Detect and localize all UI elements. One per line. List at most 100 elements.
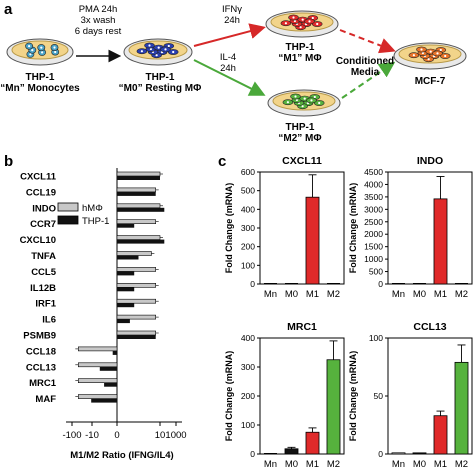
bar-m1 xyxy=(433,415,448,455)
bar-hm xyxy=(116,203,161,209)
cell-nucleus xyxy=(318,101,321,105)
gene-label: CCL5 xyxy=(31,267,57,278)
m2-line1: THP-1 xyxy=(286,122,315,133)
gene-label: CXCL11 xyxy=(20,172,57,183)
bar-m2 xyxy=(454,361,469,455)
legend-label-thp: THP-1 xyxy=(82,216,109,227)
cell-nucleus xyxy=(157,46,160,49)
category-label: M2 xyxy=(455,289,468,300)
bar-thp xyxy=(117,207,165,212)
y-tick-label: 4000 xyxy=(364,179,383,189)
category-label: M0 xyxy=(413,289,426,300)
m0-line1: THP-1 xyxy=(146,72,175,83)
dish-m0-cells xyxy=(136,42,179,59)
cell-nucleus xyxy=(286,101,289,104)
y-axis-label: Fold Change (mRNA) xyxy=(224,351,234,442)
step1-line1: PMA 24h xyxy=(79,4,118,15)
y-axis-label: Fold Change (mRNA) xyxy=(348,351,358,442)
cell-nucleus xyxy=(420,48,423,51)
y-tick-label: 0 xyxy=(250,449,255,459)
bar-thp xyxy=(117,287,135,292)
bar-thp xyxy=(117,271,135,276)
cell-nucleus xyxy=(140,50,143,53)
cell-nucleus xyxy=(284,22,287,25)
cell-nucleus xyxy=(301,105,304,108)
bar-hm xyxy=(78,378,118,384)
bar-hm xyxy=(116,187,157,193)
legend-label-hm: hMΦ xyxy=(82,203,103,214)
category-label: M0 xyxy=(285,459,298,470)
cell-nucleus xyxy=(167,44,170,48)
bar-m0 xyxy=(412,452,427,455)
y-tick-label: 200 xyxy=(241,242,255,252)
bar-thp xyxy=(117,176,160,180)
y-axis-label: Fold Change (mRNA) xyxy=(348,183,358,274)
cell-nucleus xyxy=(427,58,430,61)
cell-nucleus xyxy=(41,51,44,54)
cell-nucleus xyxy=(148,44,151,47)
cell-nucleus xyxy=(310,99,313,102)
gene-label: CCR7 xyxy=(30,219,56,230)
chart-frame xyxy=(259,171,345,285)
y-tick-label: 3000 xyxy=(364,204,383,214)
cell-nucleus xyxy=(444,54,447,58)
category-label: Mn xyxy=(264,289,277,300)
gene-label: PSMB9 xyxy=(23,331,56,342)
panel-b-xlabel: M1/M2 Ratio (IFNG/IL4) xyxy=(70,450,173,461)
gene-label: TNFA xyxy=(31,251,56,262)
ifng-time: 24h xyxy=(224,15,240,26)
step1-line2: 3x wash xyxy=(81,15,116,26)
panel-b-rows: CXCL11 CCL19 INDO CCR7 CXCL10 TNFA CCL5 IL12B IR… xyxy=(20,172,165,405)
panel-b-letter: b xyxy=(4,153,13,170)
cell-nucleus xyxy=(295,98,298,102)
arrow-m2-to-mcf7 xyxy=(341,61,396,99)
dish-m1-cells xyxy=(280,14,323,31)
y-tick-label: 50 xyxy=(374,391,384,401)
gene-label: IL12B xyxy=(30,283,56,294)
y-tick-label: 100 xyxy=(369,333,383,343)
bar-thp xyxy=(117,255,139,260)
y-tick-label: 600 xyxy=(241,167,255,177)
cell-nucleus xyxy=(164,48,167,51)
bar-hm xyxy=(116,314,157,320)
cell-nucleus xyxy=(311,16,314,20)
cond-line2: Media xyxy=(351,67,380,78)
cell-nucleus xyxy=(299,26,302,29)
cell-nucleus xyxy=(303,97,306,100)
panel-a: a xyxy=(0,1,467,144)
mn-line2: “Mn” Monocytes xyxy=(0,83,80,94)
chart-mrc1: MRC1 0 100 200 300 400 Fold Change (mRNA) Mn M0 M… xyxy=(224,321,345,470)
bar-m0 xyxy=(284,448,299,455)
dish-m0 xyxy=(123,38,193,66)
y-tick-label: 100 xyxy=(241,260,255,270)
dish-m2-cells xyxy=(282,93,325,110)
gene-label: CXCL10 xyxy=(20,235,56,246)
m2-line2: “M2” MΦ xyxy=(278,133,321,144)
category-label: M0 xyxy=(285,289,298,300)
panel-c-letter: c xyxy=(218,153,226,170)
cell-nucleus xyxy=(316,22,319,26)
cell-nucleus xyxy=(294,95,297,98)
category-label: Mn xyxy=(392,459,405,470)
legend-swatch-hm xyxy=(57,202,79,212)
y-tick-label: 2500 xyxy=(364,217,383,227)
bar-hm xyxy=(116,330,157,336)
bar-m1 xyxy=(433,198,448,285)
category-label: M0 xyxy=(413,459,426,470)
m1-line1: THP-1 xyxy=(286,42,315,53)
y-tick-label: 0 xyxy=(378,279,383,289)
chart-indo: INDO 0 500 1000 1500 2000 2500 3000 3500 4000 4500… xyxy=(348,155,473,300)
dish-mn-cells xyxy=(25,42,60,58)
bar-m1 xyxy=(305,431,320,455)
chart-ccl13: CCL13 0 50 100 Fold Change (mRNA) Mn M0 M1 M2 xyxy=(348,321,473,470)
y-tick-label: 100 xyxy=(241,420,255,430)
y-tick-label: 300 xyxy=(241,223,255,233)
cell-nucleus xyxy=(436,52,439,55)
legend-swatch-thp xyxy=(57,215,79,225)
cell-nucleus xyxy=(308,20,311,23)
cell-nucleus xyxy=(54,50,57,54)
dish-mcf7 xyxy=(393,42,467,70)
bar-thp xyxy=(91,398,117,403)
bar-m2 xyxy=(326,359,341,455)
